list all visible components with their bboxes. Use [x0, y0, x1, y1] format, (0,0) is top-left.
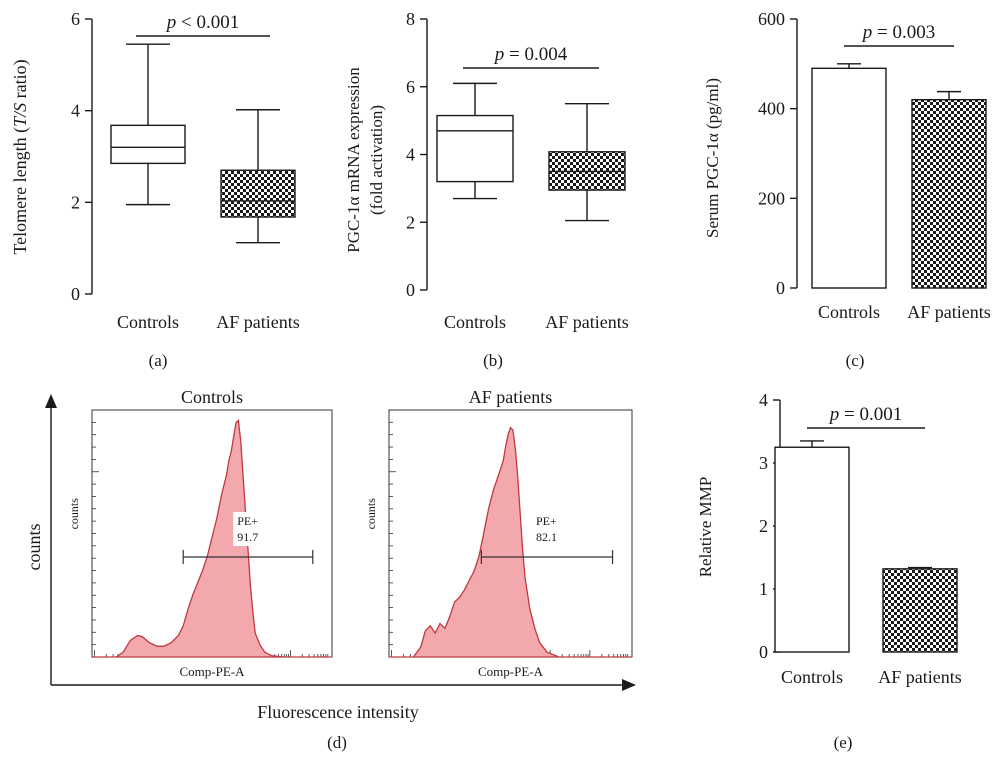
panel-label-c: (c) — [846, 351, 865, 370]
panel-b-y-tick-label: 4 — [406, 145, 415, 165]
panel-label-a: (a) — [149, 351, 168, 370]
panel-b-y-axis-label-line2: (fold activation) — [367, 105, 386, 215]
panel-d-x-arrowhead — [622, 679, 636, 691]
panel-a-y-tick-label: 4 — [71, 101, 80, 121]
panel-e-x-tick-label: Controls — [781, 667, 843, 687]
panel-d-hist-2-area — [389, 426, 632, 658]
panel-label-e: (e) — [834, 733, 853, 752]
panel-d-hist-2: AF patients counts Comp-PE-A PE+ 82.1 — [364, 387, 633, 679]
panel-a-y-axis-label: Telomere length (T/S ratio) — [10, 59, 31, 254]
panel-d-hist-1-inner-y-label: counts — [67, 498, 81, 530]
panel-e-bar-1 — [882, 568, 958, 653]
panel-d-hist-1-inner-x-label: Comp-PE-A — [180, 664, 246, 679]
panel-a-y-tick-label: 2 — [71, 192, 80, 212]
panel-d-hist-1-gate-value: 91.7 — [237, 530, 258, 544]
panel-b-y-tick-label: 2 — [406, 212, 415, 232]
panel-d-outer-x-label: Fluorescence intensity — [257, 702, 418, 722]
panel-e-y-tick-label: 3 — [759, 453, 768, 473]
panel-e-y-tick-label: 1 — [759, 579, 768, 599]
panel-d-hist-2-inner-y-label: counts — [364, 498, 378, 530]
panel-d-hist-2-title: AF patients — [469, 387, 553, 407]
panel-d-hist-2-gate-label-bg — [532, 512, 567, 546]
panel-d-hist-1-area — [92, 418, 332, 658]
panel-c-x-tick-label: AF patients — [907, 302, 991, 322]
panel-e-relative-mmp-bars: 0 1 2 3 4 Controls AF patients p = 0.001 Relativ… — [696, 390, 962, 687]
panel-c-p-value: p = 0.003 — [861, 22, 935, 43]
panel-b-y-tick-label: 6 — [406, 77, 415, 97]
panel-label-b: (b) — [483, 351, 503, 370]
panel-e-p-value: p = 0.001 — [828, 404, 902, 425]
panel-d-hist-1: Controls counts Comp-PE-A PE+ 91.7 — [67, 387, 333, 679]
panel-b-y-axis-label-line1: PGC-1α mRNA expression — [344, 67, 363, 253]
panel-c-y-axis-label: Serum PGC-1α (pg/ml) — [703, 78, 722, 238]
panel-a-x-tick-label: Controls — [117, 312, 179, 332]
panel-c-bar-1 — [911, 98, 987, 289]
panel-e-x-tick-label: AF patients — [878, 667, 962, 687]
panel-e-bar-0 — [774, 446, 850, 653]
panel-c-y-tick-label: 200 — [758, 188, 785, 208]
panel-b-y-tick-label: 8 — [406, 9, 415, 29]
panel-d-y-arrowhead — [45, 394, 57, 408]
panel-a-x-tick-label: AF patients — [216, 312, 300, 332]
panel-a-box-0 — [110, 124, 186, 165]
panel-label-d: (d) — [327, 733, 347, 752]
panel-b-box-0 — [436, 114, 514, 183]
panel-d-hist-2-inner-x-label: Comp-PE-A — [478, 664, 544, 679]
panel-d-hist-1-title: Controls — [181, 387, 243, 407]
panel-a-y-tick-label: 6 — [71, 9, 80, 29]
panel-e-y-tick-label: 4 — [759, 390, 768, 410]
panel-a-telomere-boxplot: 0 2 4 6 Controls AF patients p < 0.001 Telomere… — [10, 9, 300, 332]
panel-c-bar-0 — [811, 67, 887, 289]
panel-d-hist-1-gate-label-bg — [233, 512, 268, 546]
panel-e-y-tick-label: 2 — [759, 516, 768, 536]
panel-d-hist-2-gate-name: PE+ — [536, 514, 557, 528]
panel-d-outer-y-label: counts — [24, 524, 44, 571]
panel-c-y-tick-label: 400 — [758, 99, 785, 119]
panel-b-pgc1a-mrna-boxplot: 0 2 4 6 8 Controls AF patients p = 0.004 PGC-1α … — [344, 9, 629, 332]
panel-b-x-tick-label: Controls — [444, 312, 506, 332]
panel-d-hist-2-gate-value: 82.1 — [536, 530, 557, 544]
panel-b-y-tick-label: 0 — [406, 280, 415, 300]
panel-e-y-axis-label: Relative MMP — [696, 477, 715, 578]
panel-d-flow-cytometry: counts Fluorescence intensity Controls coun… — [24, 387, 636, 722]
panel-b-x-tick-label: AF patients — [545, 312, 629, 332]
panel-a-box-1 — [220, 169, 296, 218]
panel-a-p-value: p < 0.001 — [165, 12, 239, 33]
panel-d-hist-1-gate-name: PE+ — [237, 514, 258, 528]
panel-c-y-tick-label: 0 — [776, 278, 785, 298]
panel-e-y-tick-label: 0 — [759, 642, 768, 662]
panel-b-p-value: p = 0.004 — [493, 44, 568, 65]
panel-c-serum-pgc1a-bars: 0 200 400 600 Controls AF patients p = 0.003 Se… — [703, 9, 991, 322]
panel-c-x-tick-label: Controls — [818, 302, 880, 322]
panel-c-y-tick-label: 600 — [758, 9, 785, 29]
panel-a-y-tick-label: 0 — [71, 284, 80, 304]
